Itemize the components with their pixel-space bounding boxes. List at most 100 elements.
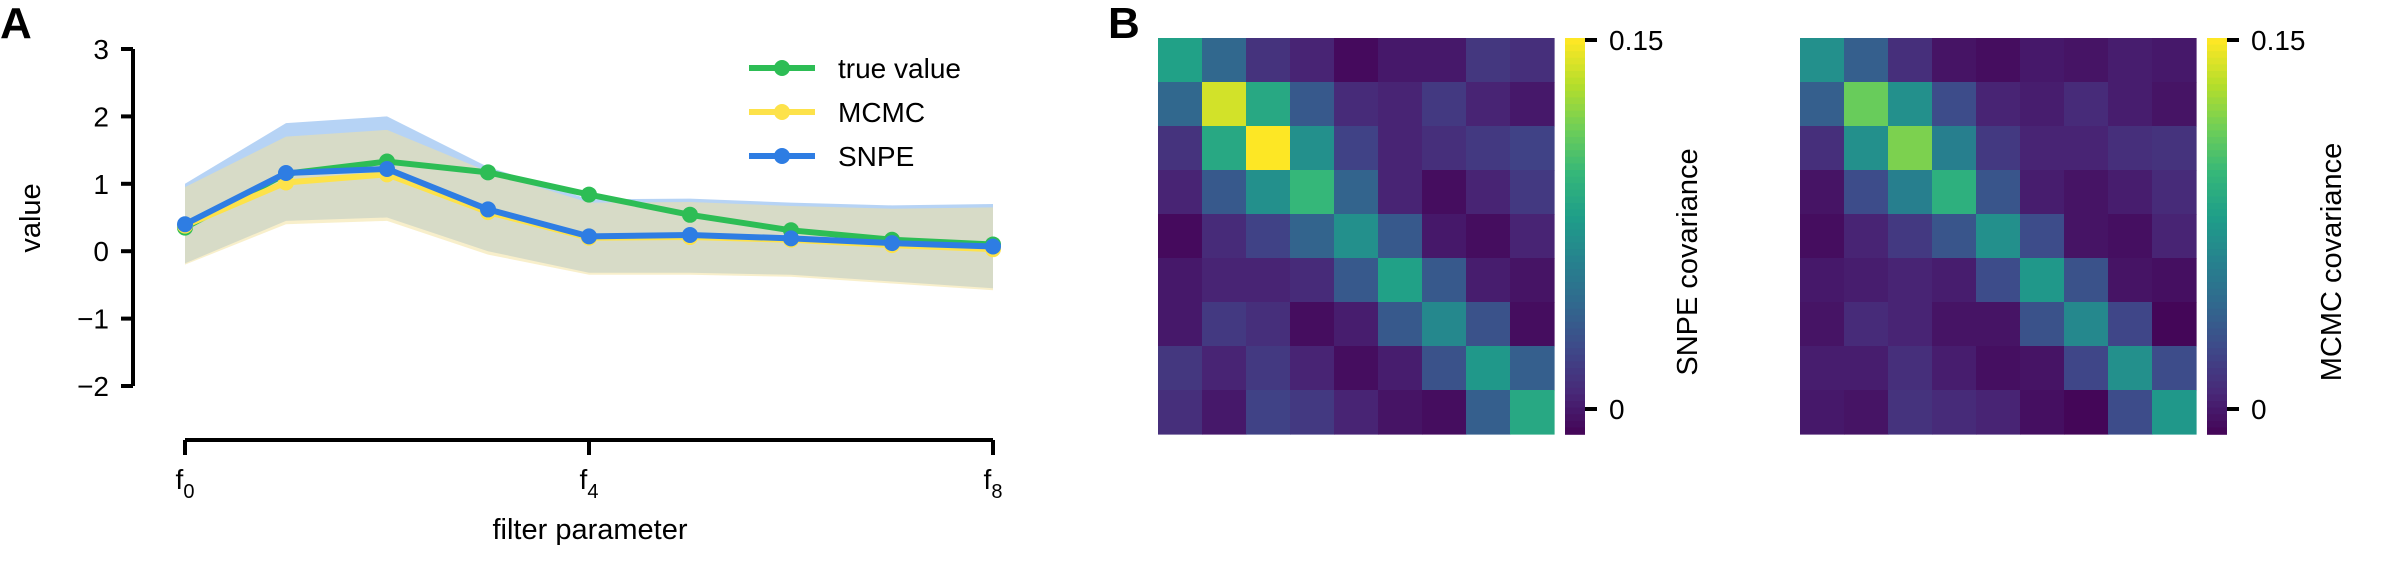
heatmap-cell [1466,258,1511,303]
heatmap-cell [1202,126,1247,171]
heatmap-cell [1888,390,1933,435]
colorbar-segment [2207,275,2227,283]
heatmap-cell [1246,126,1291,171]
colorbar-segment [2207,269,2227,277]
heatmap-cell [1290,258,1335,303]
colorbar-tick-label: 0 [2251,394,2267,425]
colorbar-segment [2207,414,2227,422]
colorbar-segment [1565,196,1585,204]
colorbar-segment [2207,401,2227,409]
heatmap-cell [1158,38,1203,83]
heatmap-cell [1800,126,1845,171]
heatmap-cell [2108,38,2153,83]
colorbar-segment [2207,163,2227,171]
heatmap-cell [1334,214,1379,259]
heatmap-cell [1844,390,1889,435]
heatmap-cell [1466,302,1511,347]
colorbar-tick-label: 0.15 [1609,25,1664,56]
heatmap-cell [1334,346,1379,391]
colorbar-segment [2207,150,2227,158]
heatmap-cell [1378,214,1423,259]
heatmap-cell [1246,390,1291,435]
heatmap-cell [1422,302,1467,347]
heatmap-cell [1800,214,1845,259]
colorbar-segment [1565,163,1585,171]
heatmap-cell [1290,214,1335,259]
heatmap-cell [1202,38,1247,83]
colorbar-segment [2207,104,2227,112]
x-axis-label: filter parameter [492,514,687,546]
heatmap-cell [2064,38,2109,83]
colorbar-segment [2207,335,2227,343]
heatmap-cell [1246,346,1291,391]
heatmap-cell [1422,214,1467,259]
colorbar-segment [2207,209,2227,217]
colorbar-segment [1565,308,1585,316]
colorbar-segment [2207,57,2227,66]
heatmap-cell [1422,126,1467,171]
heatmap-cell [1976,126,2021,171]
colorbar-segment [1565,137,1585,145]
heatmap-cell [1158,346,1203,391]
x-tick-label: f8 [984,464,1003,503]
data-point-snpe [682,227,698,244]
heatmap-cell [1510,82,1555,127]
heatmap-cell [1466,38,1511,83]
data-point-snpe [783,230,799,247]
y-tick-label: −2 [77,371,109,402]
heatmap-cell [2064,390,2109,435]
heatmap-cell [1378,258,1423,303]
heatmap-cell [2064,302,2109,347]
heatmap-cell [2064,214,2109,259]
series-lines [177,153,1001,258]
panel-a-letter: A [0,0,32,48]
heatmap-cell [1510,214,1555,259]
heatmap-cell [1202,346,1247,391]
colorbar-segment [2207,328,2227,336]
heatmap-cell [2020,346,2065,391]
heatmap-cell [1800,170,1845,215]
heatmap-cell [2108,170,2153,215]
colorbar-segment [2207,249,2227,257]
colorbar-segment [1565,302,1585,310]
colorbar-segment [1565,209,1585,217]
colorbar-segment [1565,203,1585,211]
heatmap-cell [1378,346,1423,391]
heatmap-cell [1888,214,1933,259]
mcmc-colorbar: 0.15 0 [2207,25,2306,435]
colorbar-segment [2207,137,2227,145]
heatmap-cell [1976,170,2021,215]
heatmap-cell [1510,346,1555,391]
colorbar-segment [2207,315,2227,323]
colorbar-segment [1565,150,1585,158]
colorbar-segment [2207,348,2227,356]
colorbar-segment [1565,341,1585,349]
heatmap-cell [1202,82,1247,127]
heatmap-cell [1844,126,1889,171]
heatmap-cell [1422,82,1467,127]
data-point-true-value [480,164,496,181]
data-point-snpe [177,216,193,233]
heatmap-cell [2020,38,2065,83]
colorbar-segment [1565,143,1585,151]
colorbar-segment [1565,335,1585,343]
colorbar-segment [2207,38,2227,46]
colorbar-segment [2207,255,2227,264]
heatmap-cell [1888,38,1933,83]
y-tick-label: 0 [93,236,109,267]
colorbar-segment [1565,275,1585,283]
heatmap-cell [2152,346,2197,391]
heatmap-cell [2064,170,2109,215]
heatmap-cell [1158,302,1203,347]
heatmap-cell [1888,346,1933,391]
data-point-true-value [682,206,698,223]
legend: true value MCMC SNPE [749,53,961,172]
heatmap-cell [2108,390,2153,435]
y-axis: 3 2 1 0 −1 −2 [77,34,135,402]
heatmap-cell [1158,390,1203,435]
colorbar-segment [1565,104,1585,112]
heatmap-cell [1202,390,1247,435]
heatmap-cell [1158,82,1203,127]
heatmap-cell [1510,390,1555,435]
